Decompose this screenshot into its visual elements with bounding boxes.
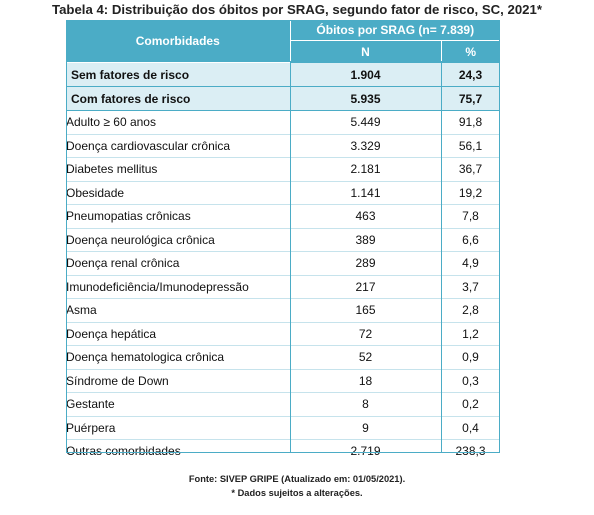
- row-label: Outras comorbidades: [66, 444, 181, 459]
- row-label: Diabetes mellitus: [66, 157, 290, 182]
- row-percent: 36,7: [441, 157, 501, 182]
- header-n: N: [290, 40, 442, 63]
- row-n: 1.141: [290, 181, 441, 205]
- row-percent: 24,3: [441, 62, 501, 87]
- row-label: Obesidade: [66, 181, 290, 205]
- row-percent: 0,2: [441, 392, 501, 417]
- row-n: 9: [290, 416, 441, 440]
- summary-row: Sem fatores de risco 1.904 24,3: [66, 62, 501, 87]
- row-percent: 3,7: [441, 275, 501, 299]
- row-label: Imunodeficiência/Imunodepressão: [66, 275, 290, 299]
- table-row: Doença hematologica crônica 52 0,9: [66, 345, 501, 370]
- row-label: Doença renal crônica: [66, 251, 290, 276]
- row-label: Síndrome de Down: [66, 369, 290, 393]
- row-label: Doença neurológica crônica: [66, 228, 290, 252]
- row-percent: 6,6: [441, 228, 501, 252]
- table-row: Doença renal crônica 289 4,9: [66, 251, 501, 276]
- row-percent: 7,8: [441, 204, 501, 229]
- row-percent: 56,1: [441, 134, 501, 158]
- row-n: 289: [290, 251, 441, 276]
- row-percent: 91,8: [441, 110, 501, 135]
- table-row: Síndrome de Down 18 0,3: [66, 369, 501, 393]
- row-percent: 238,3: [455, 444, 486, 459]
- table-row: Diabetes mellitus 2.181 36,7: [66, 157, 501, 182]
- column-divider: [441, 61, 442, 452]
- table-row: Imunodeficiência/Imunodepressão 217 3,7: [66, 275, 501, 299]
- table-header: Comorbidades Óbitos por SRAG (n= 7.839) …: [66, 20, 501, 63]
- source-note: Fonte: SIVEP GRIPE (Atualizado em: 01/05…: [188, 474, 406, 484]
- row-n: 72: [290, 322, 441, 346]
- row-label: Sem fatores de risco: [66, 62, 290, 87]
- risk-factor-table: Comorbidades Óbitos por SRAG (n= 7.839) …: [66, 20, 501, 463]
- row-label: Puérpera: [66, 416, 290, 440]
- row-percent: 0,3: [441, 369, 501, 393]
- row-n: 18: [290, 369, 441, 393]
- summary-row: Com fatores de risco 5.935 75,7: [66, 86, 501, 111]
- disclaimer-note: * Dados sujeitos a alterações.: [231, 488, 363, 498]
- header-comorbidades: Comorbidades: [66, 20, 291, 63]
- table-row: Adulto ≥ 60 anos 5.449 91,8: [66, 110, 501, 135]
- row-n: 5.449: [290, 110, 441, 135]
- row-percent: 0,9: [441, 345, 501, 370]
- row-label: Adulto ≥ 60 anos: [66, 110, 290, 135]
- table-row: Doença cardiovascular crônica 3.329 56,1: [66, 134, 501, 158]
- row-n: 389: [290, 228, 441, 252]
- row-percent: 19,2: [441, 181, 501, 205]
- header-percent: %: [441, 40, 501, 63]
- table-row: Doença neurológica crônica 389 6,6: [66, 228, 501, 252]
- table-row: Pneumopatias crônicas 463 7,8: [66, 204, 501, 229]
- row-n: 165: [290, 298, 441, 323]
- header-group-obitos: Óbitos por SRAG (n= 7.839): [290, 20, 501, 41]
- table-row: Obesidade 1.141 19,2: [66, 181, 501, 205]
- row-n: 3.329: [290, 134, 441, 158]
- row-label: Doença hematologica crônica: [66, 345, 290, 370]
- row-label: Asma: [66, 298, 290, 323]
- table-row: Outras comorbidades 2.719 238,3: [66, 440, 500, 463]
- row-n: 463: [290, 204, 441, 229]
- row-label: Pneumopatias crônicas: [66, 204, 290, 229]
- row-percent: 1,2: [441, 322, 501, 346]
- table-row: Gestante 8 0,2: [66, 392, 501, 417]
- row-percent: 0,4: [441, 416, 501, 440]
- row-n: 5.935: [290, 86, 441, 111]
- table-row: Puérpera 9 0,4: [66, 416, 501, 440]
- row-percent: 2,8: [441, 298, 501, 323]
- row-n: 1.904: [290, 62, 441, 87]
- summary-rows: Sem fatores de risco 1.904 24,3 Com fato…: [66, 62, 501, 111]
- comorbidity-rows: Adulto ≥ 60 anos 5.449 91,8 Doença cardi…: [66, 110, 501, 463]
- row-n: 8: [290, 392, 441, 417]
- row-percent: 4,9: [441, 251, 501, 276]
- table-row: Asma 165 2,8: [66, 298, 501, 323]
- row-label: Com fatores de risco: [66, 86, 290, 111]
- table-row: Doença hepática 72 1,2: [66, 322, 501, 346]
- row-n: 217: [290, 275, 441, 299]
- row-n: 52: [290, 345, 441, 370]
- column-divider: [290, 61, 291, 452]
- row-label: Doença cardiovascular crônica: [66, 134, 290, 158]
- row-percent: 75,7: [441, 86, 501, 111]
- row-label: Gestante: [66, 392, 290, 417]
- row-label: Doença hepática: [66, 322, 290, 346]
- table-title: Tabela 4: Distribuição dos óbitos por SR…: [52, 2, 542, 17]
- row-n: 2.719: [350, 444, 381, 459]
- row-n: 2.181: [290, 157, 441, 182]
